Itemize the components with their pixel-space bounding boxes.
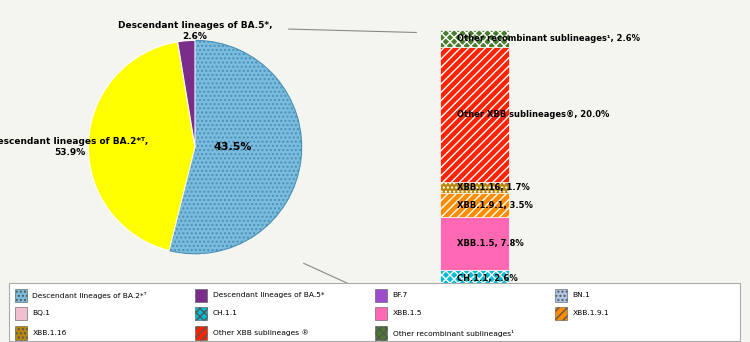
- Text: XBB.1.9.1: XBB.1.9.1: [573, 310, 610, 316]
- Text: XBB.1.9.1, 3.5%: XBB.1.9.1, 3.5%: [457, 201, 532, 210]
- Wedge shape: [88, 42, 195, 251]
- FancyBboxPatch shape: [15, 307, 26, 320]
- Text: Other XBB sublineages®, 20.0%: Other XBB sublineages®, 20.0%: [457, 110, 609, 119]
- Text: BN.1: BN.1: [573, 292, 590, 298]
- FancyBboxPatch shape: [555, 289, 567, 302]
- Text: BQ.1, 0.9%: BQ.1, 0.9%: [457, 286, 509, 295]
- Wedge shape: [169, 40, 302, 254]
- Text: XBB.1.16: XBB.1.16: [32, 330, 67, 336]
- FancyBboxPatch shape: [375, 289, 387, 302]
- Text: Descendant lineages of BA.2*ᵀ,
53.9%: Descendant lineages of BA.2*ᵀ, 53.9%: [0, 137, 148, 157]
- Text: Other recombinant sublineages¹: Other recombinant sublineages¹: [393, 330, 514, 337]
- Text: BN.1, 4.3%: BN.1, 4.3%: [457, 303, 509, 312]
- Text: Descendant lineages of BA.5*: Descendant lineages of BA.5*: [212, 292, 324, 298]
- Text: Other recombinant sublineages¹, 2.6%: Other recombinant sublineages¹, 2.6%: [457, 34, 640, 43]
- Bar: [440, 182, 509, 194]
- FancyBboxPatch shape: [375, 307, 387, 320]
- Text: Descendant lineages of BA.5*,
2.6%: Descendant lineages of BA.5*, 2.6%: [118, 21, 272, 41]
- Bar: [440, 287, 509, 293]
- FancyBboxPatch shape: [555, 307, 567, 320]
- Text: Other XBB sublineages ®: Other XBB sublineages ®: [212, 330, 308, 337]
- FancyBboxPatch shape: [195, 326, 207, 340]
- Text: XBB.1.5: XBB.1.5: [393, 310, 422, 316]
- FancyBboxPatch shape: [9, 283, 740, 341]
- FancyBboxPatch shape: [375, 326, 387, 340]
- Bar: [440, 47, 509, 182]
- FancyBboxPatch shape: [195, 307, 207, 320]
- Text: BQ.1: BQ.1: [32, 310, 50, 316]
- Text: CH.1.1: CH.1.1: [212, 310, 238, 316]
- Text: CH.1.1, 2.6%: CH.1.1, 2.6%: [457, 274, 518, 283]
- Text: 43.5%: 43.5%: [213, 142, 251, 152]
- Text: BF.7: BF.7: [393, 292, 408, 298]
- Bar: [440, 293, 509, 322]
- Text: XBB.1.5, 7.8%: XBB.1.5, 7.8%: [457, 239, 524, 248]
- Text: XBB.1.16, 1.7%: XBB.1.16, 1.7%: [457, 183, 530, 192]
- Bar: [440, 194, 509, 217]
- Bar: [440, 30, 509, 47]
- FancyBboxPatch shape: [195, 289, 207, 302]
- FancyBboxPatch shape: [15, 289, 26, 302]
- Bar: [440, 217, 509, 269]
- Text: Descendant lineages of BA.2*ᵀ: Descendant lineages of BA.2*ᵀ: [32, 292, 147, 299]
- Bar: [440, 269, 509, 287]
- FancyBboxPatch shape: [15, 326, 26, 340]
- Wedge shape: [178, 40, 195, 147]
